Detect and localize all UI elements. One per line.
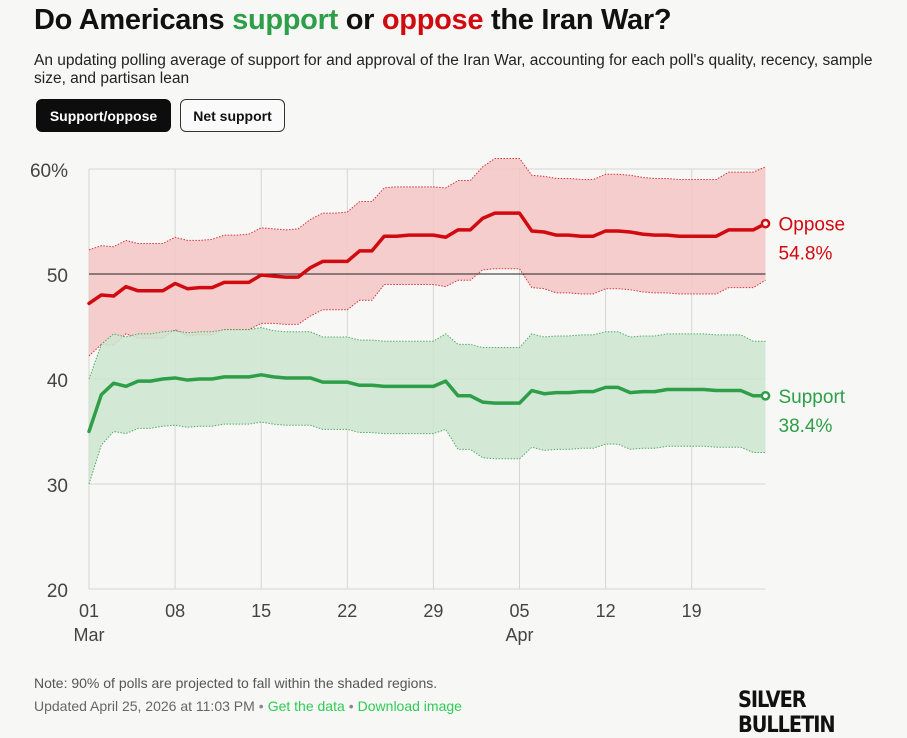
oppose-end-marker — [760, 218, 771, 229]
download-image-link[interactable]: Download image — [357, 698, 462, 714]
support-oppose-toggle[interactable]: Support/oppose — [36, 99, 171, 132]
oppose-line — [87, 211, 768, 306]
x-tick-label: 08 — [165, 601, 185, 621]
support-series-label: Support — [779, 387, 846, 408]
title-part2: or — [337, 4, 382, 36]
y-tick-label: 50 — [47, 266, 68, 287]
separator-dot: • — [348, 698, 354, 714]
x-tick-label: 22 — [337, 601, 357, 621]
y-tick-label: 20 — [47, 581, 68, 602]
y-tick-label: 60% — [30, 161, 68, 182]
y-tick-label: 30 — [47, 476, 68, 497]
x-month-label: Mar — [74, 625, 105, 645]
title-part1: Do Americans — [34, 4, 233, 36]
footer-updated-line: Updated April 25, 2026 at 11:03 PM • Get t… — [34, 698, 462, 714]
support-line — [87, 373, 768, 434]
updated-timestamp: Updated April 25, 2026 at 11:03 PM — [34, 698, 255, 714]
net-support-toggle[interactable]: Net support — [180, 99, 285, 132]
x-tick-label: 19 — [682, 601, 702, 621]
support-band — [89, 327, 766, 484]
x-tick-label: 29 — [423, 601, 443, 621]
x-tick-label: 01 — [79, 601, 99, 621]
title-part3: the Iran War? — [483, 4, 672, 36]
title-support-word: support — [232, 4, 338, 36]
silver-bulletin-logo: SILVER BULLETIN — [738, 688, 836, 738]
x-month-label: Apr — [505, 625, 533, 645]
footer-note: Note: 90% of polls are projected to fall… — [34, 675, 438, 691]
oppose-band — [89, 158, 766, 356]
support-end-value: 38.4% — [779, 416, 833, 437]
y-tick-label: 40 — [47, 371, 68, 392]
oppose-end-value: 54.8% — [779, 244, 833, 265]
title-oppose-word: oppose — [381, 4, 484, 36]
support-band-upper — [88, 327, 766, 380]
support-band-lower — [88, 421, 766, 485]
separator-dot: • — [258, 698, 264, 714]
polling-chart: 20 30 40 50 60% 01 Mar 08 15 22 29 05 Apr 12 19 Oppose 5… — [30, 158, 846, 645]
page-subtitle: An updating polling average of support f… — [34, 52, 873, 87]
x-tick-label: 15 — [251, 601, 271, 621]
x-tick-label: 05 — [509, 601, 529, 621]
oppose-band-upper — [88, 158, 766, 251]
oppose-series-label: Oppose — [779, 215, 846, 236]
support-end-marker — [760, 390, 771, 401]
x-tick-label: 12 — [596, 601, 616, 621]
get-data-link[interactable]: Get the data — [267, 698, 345, 714]
page-title: Do Americans support or oppose the Iran … — [34, 4, 672, 37]
